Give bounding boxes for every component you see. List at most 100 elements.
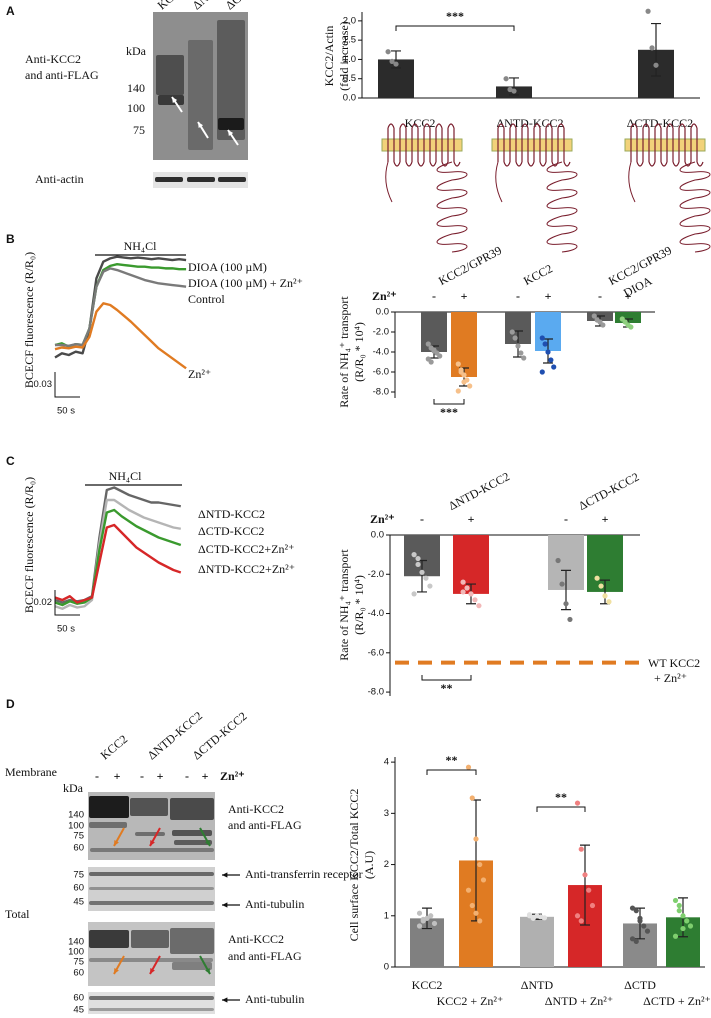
- condition-title: Zn²⁺: [372, 289, 397, 303]
- significance-bracket: [421, 675, 472, 681]
- data-point: [416, 923, 423, 929]
- legend-label: ΔCTD-KCC2: [198, 524, 264, 538]
- data-point: [578, 846, 584, 852]
- marker-label: 60: [73, 993, 84, 1004]
- data-point: [578, 918, 584, 924]
- data-point: [672, 933, 679, 939]
- antibody-label: Anti-actin: [35, 172, 84, 186]
- data-point: [680, 913, 686, 919]
- y-tick-label: 0: [384, 962, 389, 973]
- condition-label: +: [202, 769, 209, 783]
- marker-label: 45: [73, 1005, 84, 1016]
- y-tick-label: 1.5: [343, 35, 356, 46]
- data-point: [460, 579, 466, 585]
- lane-label: KCC2: [98, 732, 131, 762]
- data-point: [641, 923, 647, 929]
- data-point: [591, 313, 597, 319]
- data-point: [628, 324, 634, 330]
- arrow-head: [205, 968, 210, 974]
- trace: [55, 267, 187, 348]
- trace: [54, 302, 187, 370]
- arrow-head: [114, 840, 119, 846]
- data-point: [411, 552, 417, 558]
- y-tick-label: -8.0: [373, 387, 389, 398]
- condition-label: -: [185, 769, 189, 783]
- x-tick-label: ΔCTD: [624, 978, 656, 992]
- data-point: [411, 591, 417, 597]
- data-point: [423, 575, 429, 581]
- panel-label: C: [6, 454, 15, 468]
- y-tick-label: 1: [384, 910, 389, 921]
- data-point: [541, 915, 548, 921]
- legend-label: Zn²⁺: [188, 367, 211, 381]
- data-point: [574, 913, 581, 919]
- blot-band: [89, 1008, 214, 1011]
- bar: [615, 312, 641, 323]
- category-label: ΔCTD-KCC2: [576, 470, 641, 514]
- significance-label: ***: [440, 405, 458, 419]
- data-point: [676, 902, 682, 909]
- significance-label: **: [446, 753, 458, 767]
- data-point: [629, 905, 636, 911]
- y-tick-label: 3: [384, 808, 389, 819]
- data-point: [455, 361, 461, 367]
- marker-label: 60: [73, 883, 84, 894]
- y-axis-title: Cell surface KCC2/Total KCC2: [347, 789, 361, 942]
- legend-label: DIOA (100 µM): [188, 260, 267, 274]
- data-point: [425, 341, 431, 347]
- marker-label: 75: [73, 831, 84, 842]
- legend-label: ΔNTD-KCC2+Zn²⁺: [198, 562, 295, 576]
- data-point: [467, 383, 473, 389]
- y-axis-title: (fold increase): [337, 21, 351, 91]
- data-point: [431, 920, 438, 927]
- blot-band: [131, 930, 169, 948]
- category-label: KCC2: [405, 116, 436, 130]
- data-point: [415, 555, 421, 562]
- data-point: [385, 49, 391, 55]
- condition-label: +: [114, 769, 121, 783]
- x-tick-label: KCC2: [412, 978, 443, 992]
- blot-band: [156, 55, 184, 95]
- fraction-label: Membrane: [5, 765, 57, 779]
- condition-label: +: [468, 512, 475, 526]
- data-point: [559, 581, 565, 587]
- lane-label: KCC2: [155, 0, 188, 12]
- y-axis-title: Rate of NH₄⁺ transport: [337, 296, 351, 408]
- marker-label: 140: [68, 937, 84, 948]
- scale-label: 50 s: [57, 624, 75, 635]
- marker-label: 60: [73, 843, 84, 854]
- bar: [421, 312, 447, 352]
- y-tick-label: 0.5: [343, 73, 356, 84]
- arrow-head: [150, 840, 155, 846]
- blot-band: [218, 177, 246, 182]
- scale-bar: [54, 372, 80, 398]
- blot-band: [172, 830, 212, 836]
- y-tick-label: 0.0: [376, 307, 389, 318]
- marker-label: 45: [73, 897, 84, 908]
- significance-label: **: [441, 681, 453, 695]
- trace: [54, 486, 181, 604]
- condition-label: -: [140, 769, 144, 783]
- antibody-label: Anti-transferrin receptor: [245, 867, 363, 881]
- y-tick-label: 4: [384, 757, 389, 768]
- antibody-label: and anti-FLAG: [228, 818, 302, 832]
- blot-band: [174, 840, 212, 845]
- significance-label: ***: [446, 9, 464, 23]
- arrow-head: [172, 97, 178, 103]
- unit-label: kDa: [126, 44, 147, 58]
- arrow-head: [222, 902, 228, 908]
- y-tick-label: -6.0: [368, 647, 384, 658]
- trace: [54, 255, 187, 359]
- data-point: [507, 86, 513, 93]
- blot-band: [89, 822, 127, 828]
- blot-band: [170, 798, 214, 820]
- blot-band: [89, 887, 214, 890]
- arrow-head: [222, 872, 228, 878]
- data-point: [586, 887, 592, 893]
- significance-bracket: [536, 806, 586, 812]
- legend-label: ΔNTD-KCC2: [198, 507, 265, 521]
- data-point: [521, 355, 527, 361]
- data-point: [680, 925, 686, 932]
- data-point: [512, 335, 518, 341]
